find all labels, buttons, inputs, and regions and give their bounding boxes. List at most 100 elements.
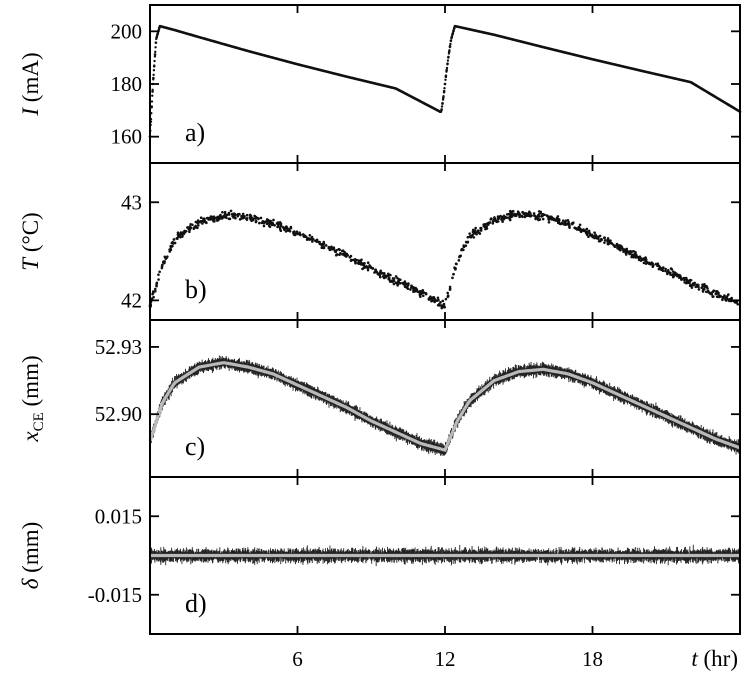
data-point [521,215,524,219]
data-point [348,256,352,259]
data-point [158,270,161,274]
data-point [260,221,264,225]
data-point [152,69,156,72]
data-point [594,234,597,238]
data-point [457,259,461,262]
panel-label: b) [185,275,207,304]
data-point [470,234,473,238]
data-point [508,216,511,219]
data-point [279,222,283,225]
data-point [160,266,164,270]
data-point [387,272,390,276]
data-point [262,224,266,228]
data-point [268,225,272,229]
data-point [649,263,652,266]
data-point [265,222,269,225]
data-point [183,231,186,234]
data-point [557,218,561,221]
data-point [593,231,596,234]
data-point [603,236,606,240]
data-point [703,285,707,288]
data-point [245,213,249,217]
data-point [369,265,372,269]
data-point [295,231,298,235]
data-point [427,298,431,301]
data-point [330,245,333,249]
data-point [444,297,448,301]
data-point [664,267,667,271]
data-point [378,275,382,279]
data-point [522,212,526,216]
data-point [578,223,582,227]
data-point [227,213,231,216]
data-point [199,216,203,219]
data-point [654,262,658,266]
data-point [233,214,237,217]
data-point [394,275,398,278]
data-point [171,240,174,244]
data-point [671,270,675,273]
data-point [445,70,448,73]
y-axis-label: δ (mm) [18,522,43,590]
data-point [153,59,156,63]
data-point [458,254,462,258]
data-point [736,302,740,306]
y-axis-label: xCE (mm) [18,355,47,442]
data-point [236,214,240,218]
data-point [238,218,242,221]
data-point [254,215,258,219]
data-point [690,286,694,289]
data-point [153,55,157,58]
data-point [240,214,243,218]
data-point [250,216,253,220]
data-point [211,218,215,221]
data-point [341,252,345,256]
data-point [511,214,514,218]
data-point [514,214,518,218]
data-point [555,217,558,221]
data-point [197,224,200,227]
data-point [433,298,436,302]
x-axis-label: t (hr) [691,646,738,671]
data-point [257,217,260,221]
data-point [444,74,448,77]
data-point [441,98,445,101]
data-point [151,292,155,295]
data-point [573,226,577,230]
data-point [201,222,204,225]
data-point [152,78,155,81]
data-point [669,267,673,270]
data-point [568,226,571,229]
data-point [446,291,449,295]
data-point [706,289,710,293]
data-point [410,286,413,289]
data-point [479,226,482,230]
data-point [475,232,478,236]
y-axis-symbol: δ [18,578,43,589]
data-point [445,66,449,70]
data-point [241,212,245,216]
data-point [608,240,611,244]
data-point [217,215,221,218]
data-point [279,224,283,228]
data-point [471,228,475,232]
data-point [155,284,158,288]
data-point [225,213,229,217]
data-point [447,55,450,59]
data-point [448,285,452,289]
data-point [711,290,715,293]
data-point [528,214,532,218]
data-point [362,266,366,270]
data-point [614,245,617,248]
data-point [357,259,361,262]
data-point [693,282,696,286]
data-point [158,24,162,28]
data-point [552,218,555,221]
data-point [283,226,286,230]
data-point [406,284,410,287]
data-point [421,290,424,294]
data-point [150,106,153,109]
data-point [585,232,588,235]
data-point [409,288,412,291]
data-point [327,245,331,249]
